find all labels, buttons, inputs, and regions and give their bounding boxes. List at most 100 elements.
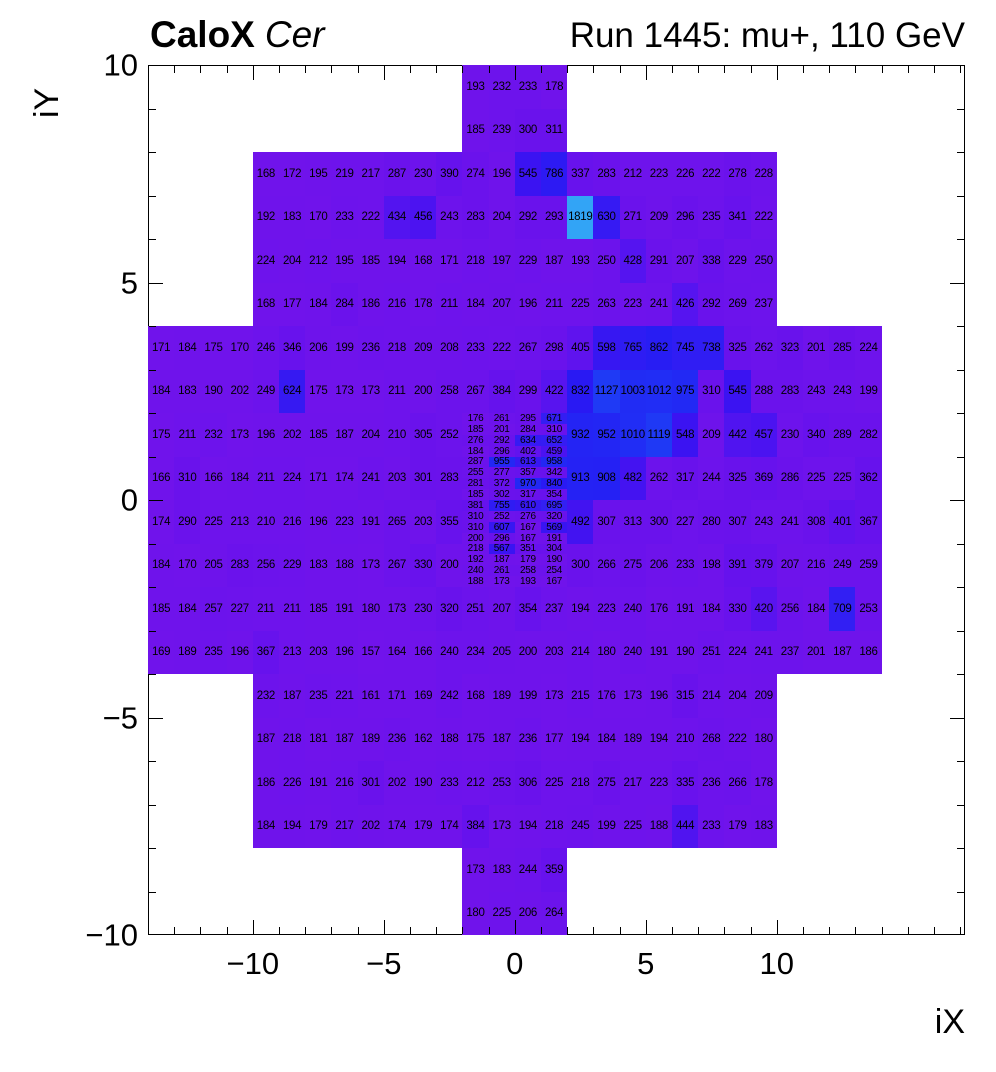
heatmap-cell: 185: [462, 424, 489, 435]
heatmap-cell: 292: [488, 435, 515, 446]
heatmap-cell: 952: [593, 413, 620, 457]
heatmap-cell: 189: [619, 717, 646, 761]
heatmap-cell: 191: [645, 630, 672, 674]
heatmap-cell: 173: [331, 369, 358, 413]
axis-tick: [174, 66, 176, 73]
heatmap-cell: 266: [593, 543, 620, 587]
heatmap-cell: 381: [462, 500, 489, 511]
heatmap-cell: 200: [410, 369, 437, 413]
heatmap-cell: 235: [698, 195, 725, 239]
heatmap-cell: 265: [383, 500, 410, 544]
axis-tick: [957, 326, 964, 327]
heatmap-cell: 196: [514, 282, 541, 326]
heatmap-cell: 232: [200, 413, 227, 457]
heatmap-cell: 186: [252, 761, 279, 805]
axis-tick: [957, 630, 964, 632]
axis-tick: [672, 927, 673, 934]
heatmap-cell: 210: [383, 413, 410, 457]
heatmap-cell: 252: [436, 413, 463, 457]
heatmap-cell: 206: [305, 326, 332, 370]
axis-tick: [541, 66, 542, 73]
heatmap-cell: 296: [488, 446, 515, 457]
heatmap-cell: 241: [776, 500, 803, 544]
heatmap-cell: 173: [226, 413, 253, 457]
heatmap-cell: 256: [776, 587, 803, 631]
heatmap-cell: 185: [462, 489, 489, 500]
heatmap-cell: 184: [226, 456, 253, 500]
axis-tick: [776, 66, 778, 80]
axis-tick: [149, 500, 163, 501]
heatmap-cell: 354: [514, 587, 541, 631]
heatmap-cell: 240: [436, 630, 463, 674]
axis-tick: [305, 66, 307, 73]
heatmap-cell: 180: [750, 717, 777, 761]
heatmap-cell: 211: [436, 282, 463, 326]
heatmap-cell: 202: [383, 761, 410, 805]
heatmap-cell: 195: [331, 239, 358, 283]
heatmap-cell: 166: [148, 456, 175, 500]
heatmap-cell: 175: [148, 413, 175, 457]
heatmap-cell: 233: [698, 804, 725, 848]
axis-tick: [950, 500, 964, 501]
heatmap-cell: 267: [383, 543, 410, 587]
heatmap-cell: 338: [698, 239, 725, 283]
heatmap-cell: 235: [305, 674, 332, 718]
axis-tick: [410, 927, 411, 934]
heatmap-cell: 786: [541, 152, 568, 196]
heatmap-cell: 337: [567, 152, 594, 196]
axis-tick: [514, 66, 516, 80]
heatmap-cell: 217: [331, 804, 358, 848]
axis-tick: [829, 66, 831, 73]
heatmap-cell: 204: [357, 413, 384, 457]
heatmap-cell: 177: [541, 717, 568, 761]
heatmap-cell: 187: [488, 554, 515, 565]
heatmap-cell: 194: [514, 804, 541, 848]
heatmap-cell: 391: [724, 543, 751, 587]
heatmap-cell: 187: [252, 717, 279, 761]
heatmap-cell: 284: [331, 282, 358, 326]
heatmap-cell: 173: [488, 576, 515, 587]
heatmap-cell: 283: [436, 456, 463, 500]
heatmap-cell: 296: [488, 533, 515, 544]
heatmap-cell: 958: [541, 456, 568, 467]
axis-tick: [149, 152, 156, 153]
heatmap-cell: 191: [672, 587, 699, 631]
heatmap-cell: 287: [462, 456, 489, 467]
heatmap-cell: 242: [436, 674, 463, 718]
heatmap-cell: 955: [488, 456, 515, 467]
axis-tick: [252, 920, 254, 934]
heatmap-cell: 342: [541, 467, 568, 478]
axis-tick: [907, 927, 909, 934]
heatmap-cell: 184: [462, 282, 489, 326]
heatmap-cell: 755: [488, 500, 515, 511]
heatmap-cell: 169: [148, 630, 175, 674]
heatmap-cell: 236: [514, 717, 541, 761]
heatmap-cell: 310: [462, 522, 489, 533]
heatmap-cell: 221: [331, 674, 358, 718]
heatmap-cell: 210: [252, 500, 279, 544]
axis-tick: [957, 891, 964, 893]
heatmap-cell: 162: [410, 717, 437, 761]
axis-tick: [462, 927, 464, 934]
heatmap-cell: 287: [383, 152, 410, 196]
heatmap-cell: 199: [331, 326, 358, 370]
heatmap-cell: 186: [357, 282, 384, 326]
heatmap-cell: 218: [541, 804, 568, 848]
heatmap-cell: 224: [724, 630, 751, 674]
heatmap-cell: 317: [514, 489, 541, 500]
heatmap-cell: 200: [462, 533, 489, 544]
heatmap-cell: 1003: [619, 369, 646, 413]
axis-tick: [149, 761, 156, 762]
heatmap-cell: 194: [567, 587, 594, 631]
heatmap-cell: 189: [174, 630, 201, 674]
heatmap-cell: 203: [305, 630, 332, 674]
heatmap-cell: 341: [724, 195, 751, 239]
y-axis-title: iY: [28, 87, 66, 118]
heatmap-cell: 292: [514, 195, 541, 239]
heatmap-cell: 185: [357, 239, 384, 283]
heatmap-cell: 298: [541, 326, 568, 370]
heatmap-cell: 607: [488, 522, 515, 533]
axis-tick: [357, 66, 359, 73]
title-channel: Cer: [264, 14, 325, 55]
heatmap-cell: 235: [200, 630, 227, 674]
